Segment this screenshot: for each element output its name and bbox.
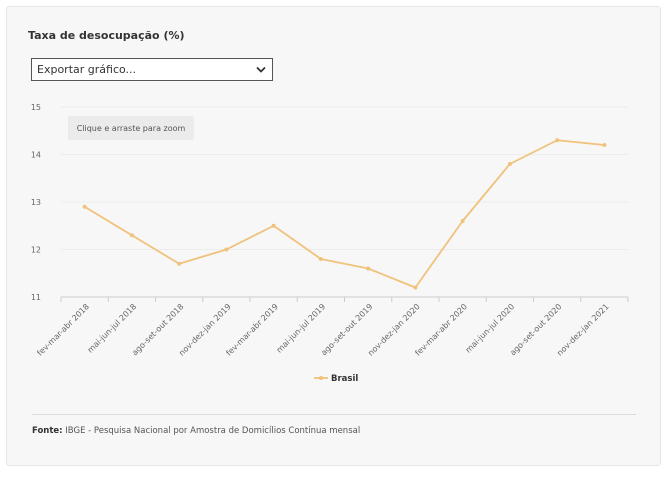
data-point bbox=[366, 266, 371, 271]
x-tick-label: nov-dez-jan 2021 bbox=[555, 302, 611, 358]
x-tick-label: mai-jun-jul 2020 bbox=[464, 302, 517, 355]
data-point bbox=[271, 223, 276, 228]
legend-label: Brasil bbox=[331, 374, 358, 384]
data-point bbox=[224, 247, 229, 252]
x-tick-label: nov-dez-jan 2020 bbox=[366, 302, 422, 358]
data-point bbox=[318, 257, 323, 261]
data-point bbox=[555, 138, 560, 143]
y-tick-label: 15 bbox=[31, 103, 41, 112]
export-select-label: Exportar gráfico... bbox=[37, 63, 137, 76]
x-tick-label: mai-jun-jul 2019 bbox=[275, 302, 328, 355]
data-point bbox=[602, 143, 607, 147]
data-point bbox=[507, 162, 512, 166]
data-point bbox=[413, 285, 418, 290]
export-chart-select[interactable]: Exportar gráfico... bbox=[31, 58, 273, 81]
x-tick-label: fev-mar-abr 2018 bbox=[35, 302, 91, 358]
x-tick-label: ago-set-out 2019 bbox=[319, 302, 374, 357]
x-tick-label: ago-set-out 2020 bbox=[508, 302, 563, 357]
divider bbox=[32, 414, 636, 415]
data-point bbox=[129, 233, 134, 238]
chart-card bbox=[6, 6, 661, 466]
x-tick-label: fev-mar-abr 2019 bbox=[224, 302, 280, 358]
x-tick-label: ago-set-out 2018 bbox=[130, 302, 185, 357]
y-tick-label: 12 bbox=[31, 246, 41, 255]
source-note: Fonte: IBGE - Pesquisa Nacional por Amos… bbox=[32, 426, 360, 436]
legend-symbol-marker bbox=[319, 376, 323, 380]
data-point bbox=[460, 219, 465, 223]
series-line-brasil bbox=[84, 139, 605, 289]
zoom-hint: Clique e arraste para zoom bbox=[68, 116, 194, 140]
y-tick-label: 13 bbox=[31, 198, 41, 207]
data-point bbox=[177, 261, 182, 266]
y-tick-label: 11 bbox=[31, 293, 41, 302]
source-text: IBGE - Pesquisa Nacional por Amostra de … bbox=[65, 426, 361, 436]
data-point bbox=[82, 204, 87, 209]
chevron-down-icon bbox=[256, 66, 266, 73]
x-tick-label: mai-jun-jul 2018 bbox=[86, 302, 139, 355]
x-tick-label: nov-dez-jan 2019 bbox=[177, 302, 233, 358]
y-tick-label: 14 bbox=[31, 151, 41, 160]
source-label: Fonte: bbox=[32, 426, 63, 436]
chart-title: Taxa de desocupação (%) bbox=[28, 29, 185, 42]
x-tick-label: fev-mar-abr 2020 bbox=[413, 302, 469, 358]
